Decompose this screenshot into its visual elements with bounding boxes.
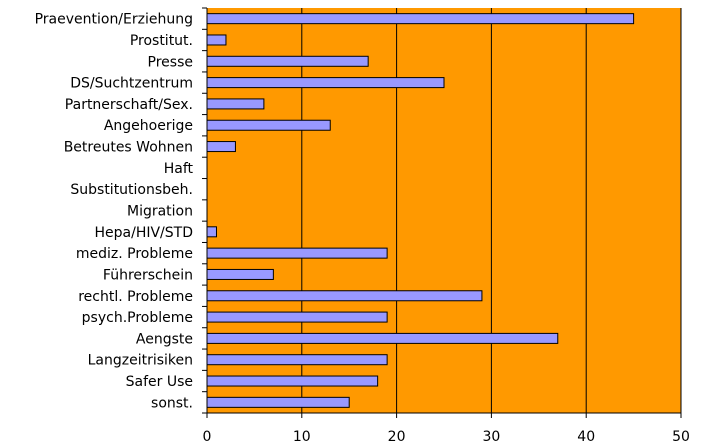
bar-18 [206, 396, 350, 408]
bar-1 [206, 34, 227, 46]
bar-4 [206, 98, 265, 110]
category-label: Betreutes Wohnen [64, 140, 193, 156]
bar-13 [206, 290, 483, 302]
category-label: DS/Suchtzentrum [70, 76, 193, 92]
bar-12 [206, 268, 274, 280]
x-tick-label: 40 [577, 429, 595, 445]
plot-area [207, 8, 681, 413]
category-labels: Praevention/Erziehung Prostitut. Presse DS/… [35, 12, 194, 412]
category-label: Haft [164, 161, 194, 177]
category-label: Safer Use [126, 374, 193, 390]
x-tick-labels: 0 10 20 30 40 50 [203, 429, 690, 445]
category-label: Führerschein [103, 267, 193, 283]
category-label: Prostitut. [130, 33, 193, 49]
category-label: psych.Probleme [82, 310, 193, 326]
category-label: Hepa/HIV/STD [95, 225, 194, 241]
category-label: Partnerschaft/Sex. [65, 97, 193, 113]
bar-11 [206, 247, 388, 259]
category-label: rechtl. Probleme [78, 289, 193, 305]
bar-14 [206, 311, 388, 323]
bar-5 [206, 119, 331, 131]
bar-15 [206, 332, 559, 344]
bars [206, 13, 635, 408]
bar-16 [206, 354, 388, 366]
gridlines [301, 8, 682, 413]
x-tick-label: 0 [203, 429, 212, 445]
category-label: Aengste [136, 331, 193, 347]
x-tick-label: 50 [672, 429, 690, 445]
category-label: Langzeitrisiken [88, 353, 193, 369]
category-label: mediz. Probleme [76, 246, 193, 262]
axes [202, 7, 682, 418]
bar-2 [206, 55, 369, 67]
category-label: sonst. [151, 395, 193, 411]
x-tick-label: 20 [388, 429, 406, 445]
bar-3 [206, 77, 445, 89]
bar-6 [206, 141, 236, 153]
bar-10 [206, 226, 217, 238]
category-label: Substitutionsbeh. [70, 182, 193, 198]
bar-0 [206, 13, 635, 25]
category-label: Angehoerige [104, 118, 193, 134]
category-label: Presse [148, 54, 193, 70]
x-tick-label: 30 [482, 429, 500, 445]
category-label: Migration [127, 204, 193, 220]
category-label: Praevention/Erziehung [35, 12, 193, 28]
bar-17 [206, 375, 379, 387]
x-tick-label: 10 [293, 429, 311, 445]
